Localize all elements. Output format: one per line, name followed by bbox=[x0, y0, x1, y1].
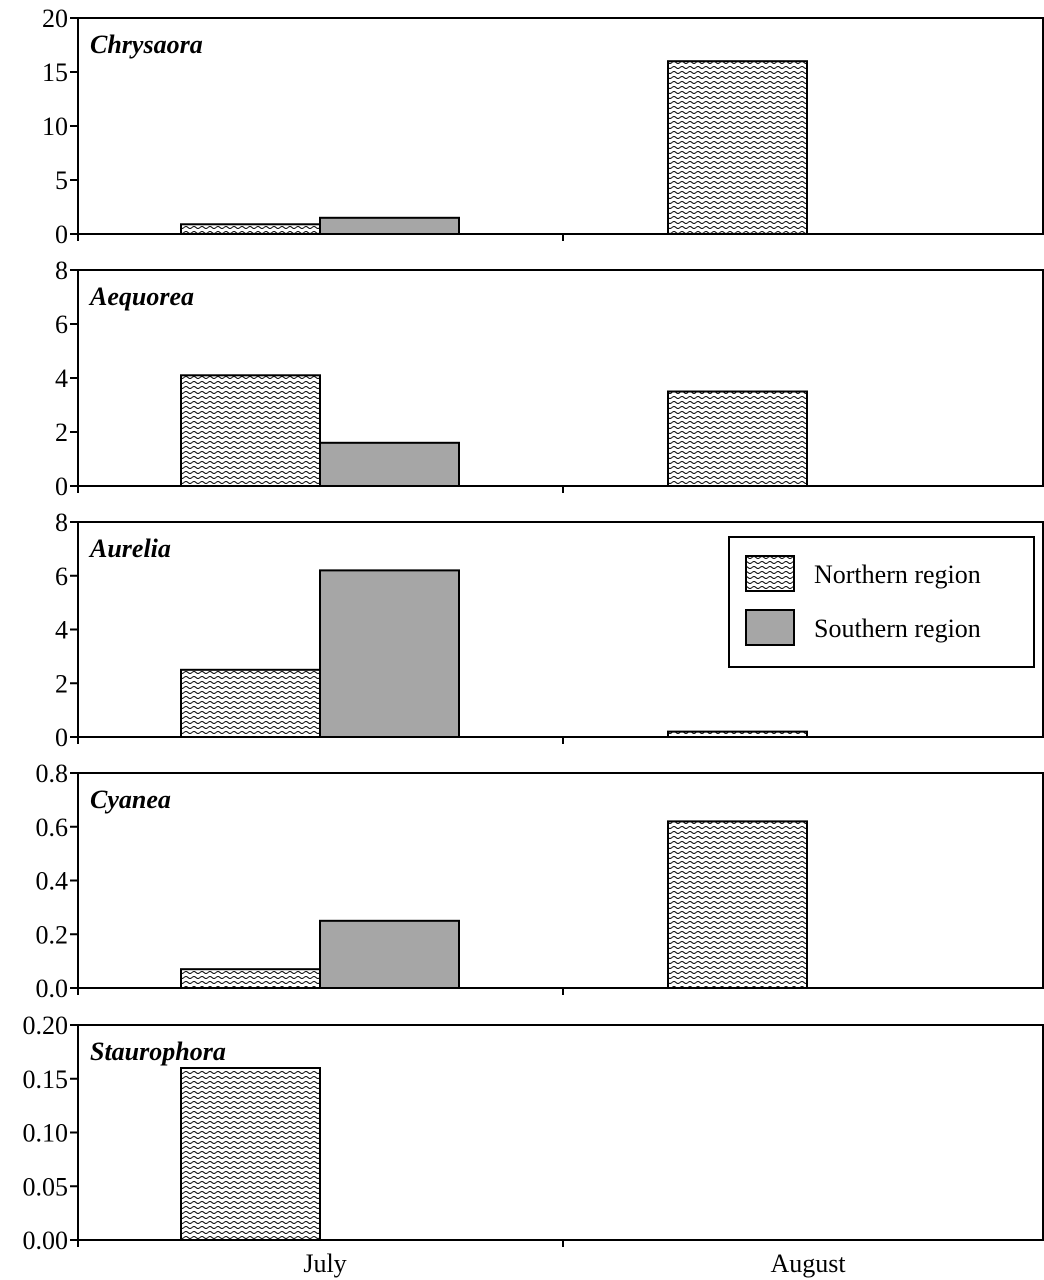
panel-title: Staurophora bbox=[90, 1037, 226, 1066]
x-axis: July August bbox=[303, 1249, 846, 1278]
y-tick-label: 0 bbox=[55, 723, 68, 752]
y-tick-label: 0.0 bbox=[36, 974, 69, 1003]
y-tick-label: 4 bbox=[55, 364, 68, 393]
bar-aequorea-northern-august bbox=[667, 390, 808, 487]
x-tick-label-july: July bbox=[303, 1249, 346, 1278]
y-tick-label: 2 bbox=[55, 418, 68, 447]
bar-aequorea-northern-july bbox=[180, 374, 321, 487]
legend-label-southern: Southern region bbox=[814, 614, 981, 643]
y-tick-label: 0.20 bbox=[23, 1011, 69, 1040]
y-tick-label: 0.2 bbox=[36, 920, 69, 949]
panel-title: Cyanea bbox=[90, 785, 171, 814]
y-tick-label: 8 bbox=[55, 256, 68, 285]
y-tick-label: 20 bbox=[42, 4, 68, 33]
panel-aequorea: 0 2 4 6 8 Aequorea bbox=[55, 256, 1044, 501]
bar-chrysaora-southern-july bbox=[319, 216, 460, 236]
bar-aurelia-southern-july bbox=[319, 569, 460, 738]
legend-label-northern: Northern region bbox=[814, 560, 981, 589]
y-tick-label: 0.6 bbox=[36, 813, 69, 842]
chart-panels: 0 5 10 15 20 Chrysaora 0 2 4 6 8 Aequorea 0 2 4 6 8 Aurel… bbox=[23, 4, 1044, 1255]
panel-title: Aequorea bbox=[88, 282, 194, 311]
panel-chrysaora: 0 5 10 15 20 Chrysaora bbox=[42, 4, 1044, 249]
panel-staurophora: 0.00 0.05 0.10 0.15 0.20 Staurophora bbox=[23, 1011, 1044, 1255]
y-tick-label: 15 bbox=[42, 58, 68, 87]
y-tick-label: 2 bbox=[55, 669, 68, 698]
x-tick-label-august: August bbox=[770, 1249, 846, 1278]
y-tick-label: 0.4 bbox=[36, 867, 69, 896]
y-tick-label: 0.10 bbox=[23, 1119, 69, 1148]
y-tick-label: 6 bbox=[55, 562, 68, 591]
y-tick-label: 0.8 bbox=[36, 759, 69, 788]
y-tick-label: 0.00 bbox=[23, 1226, 69, 1255]
legend-swatch-northern bbox=[745, 555, 795, 592]
bar-aurelia-northern-july bbox=[180, 668, 321, 738]
bar-cyanea-southern-july bbox=[319, 919, 460, 989]
y-tick-label: 4 bbox=[55, 616, 68, 645]
legend: Northern region Southern region bbox=[728, 536, 1035, 668]
panel-title: Aurelia bbox=[88, 534, 171, 563]
legend-swatch-southern bbox=[745, 609, 795, 646]
y-tick-label: 5 bbox=[55, 166, 68, 195]
y-tick-label: 0.05 bbox=[23, 1172, 69, 1201]
y-tick-label: 10 bbox=[42, 112, 68, 141]
bar-chrysaora-northern-july bbox=[180, 223, 321, 235]
panel-title: Chrysaora bbox=[90, 30, 203, 59]
panel-aurelia: 0 2 4 6 8 Aurelia bbox=[55, 508, 1044, 752]
bar-aequorea-southern-july bbox=[319, 441, 460, 487]
y-tick-label: 0 bbox=[55, 472, 68, 501]
y-tick-label: 0 bbox=[55, 220, 68, 249]
bar-cyanea-northern-august bbox=[667, 820, 808, 989]
bar-chrysaora-northern-august bbox=[667, 60, 808, 236]
panel-cyanea: 0.0 0.2 0.4 0.6 0.8 Cyanea bbox=[36, 759, 1044, 1003]
y-tick-label: 0.15 bbox=[23, 1065, 69, 1094]
y-tick-label: 8 bbox=[55, 508, 68, 537]
bar-staurophora-northern-july bbox=[180, 1067, 321, 1241]
bar-cyanea-northern-july bbox=[180, 968, 321, 989]
y-tick-label: 6 bbox=[55, 310, 68, 339]
